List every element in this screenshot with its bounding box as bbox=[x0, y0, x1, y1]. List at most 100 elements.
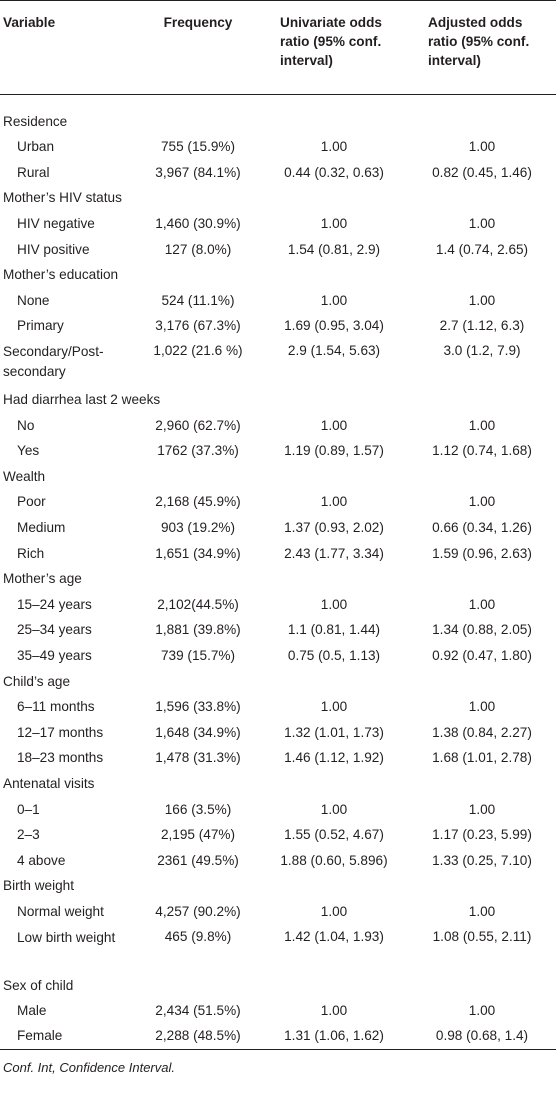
category-sex: Sex of child bbox=[3, 977, 74, 993]
row-frequency: 739 (15.7%) bbox=[160, 647, 236, 663]
row-frequency: 903 (19.2%) bbox=[160, 520, 236, 536]
row-adjusted: 0.66 (0.34, 1.26) bbox=[432, 520, 532, 536]
category-row: Residence bbox=[0, 95, 556, 135]
table-row: Rich 1,651 (34.9%) 2.43 (1.77, 3.34) 1.59 (… bbox=[0, 541, 556, 567]
header-variable: Variable bbox=[0, 0, 136, 95]
row-label: 25–34 years bbox=[17, 622, 92, 638]
row-univariate: 1.00 bbox=[320, 596, 348, 612]
row-frequency: 1,596 (33.8%) bbox=[155, 699, 241, 715]
row-univariate: 1.00 bbox=[320, 292, 348, 308]
row-adjusted: 1.12 (0.74, 1.68) bbox=[432, 443, 532, 459]
row-frequency: 166 (3.5%) bbox=[164, 801, 232, 817]
row-univariate: 1.55 (0.52, 4.67) bbox=[284, 827, 384, 843]
category-row: Wealth bbox=[0, 464, 556, 490]
row-label: 15–24 years bbox=[17, 596, 92, 612]
row-frequency: 2361 (49.5%) bbox=[157, 852, 239, 868]
table-row: 15–24 years 2,102(44.5%) 1.00 1.00 bbox=[0, 592, 556, 618]
row-univariate: 1.00 bbox=[320, 801, 348, 817]
row-label: Rich bbox=[17, 545, 45, 561]
row-univariate: 1.00 bbox=[320, 699, 348, 715]
category-row: Sex of child bbox=[0, 973, 556, 999]
row-univariate: 1.31 (1.06, 1.62) bbox=[284, 1028, 384, 1044]
category-education: Mother’s education bbox=[3, 267, 119, 283]
row-adjusted: 1.68 (1.01, 2.78) bbox=[432, 750, 532, 766]
row-univariate: 1.32 (1.01, 1.73) bbox=[284, 724, 384, 740]
row-frequency: 1,648 (34.9%) bbox=[155, 724, 241, 740]
row-adjusted: 1.38 (0.84, 2.27) bbox=[432, 724, 532, 740]
row-label: 12–17 months bbox=[17, 724, 104, 740]
table-row: 4 above 2361 (49.5%) 1.88 (0.60, 5.896) 1.3… bbox=[0, 848, 556, 874]
category-mothers-age: Mother’s age bbox=[3, 571, 82, 587]
table-row: Normal weight 4,257 (90.2%) 1.00 1.00 bbox=[0, 899, 556, 925]
row-adjusted: 1.00 bbox=[468, 494, 496, 510]
row-univariate: 2.43 (1.77, 3.34) bbox=[284, 545, 384, 561]
row-frequency: 2,434 (51.5%) bbox=[155, 1003, 241, 1019]
row-adjusted: 1.00 bbox=[468, 903, 496, 919]
row-adjusted: 1.17 (0.23, 5.99) bbox=[432, 827, 532, 843]
row-univariate: 0.44 (0.32, 0.63) bbox=[284, 164, 384, 180]
row-frequency: 3,967 (84.1%) bbox=[155, 164, 241, 180]
row-univariate: 1.00 bbox=[320, 417, 348, 433]
row-label: Normal weight bbox=[17, 903, 104, 919]
row-label: 35–49 years bbox=[17, 647, 92, 663]
row-frequency: 1,881 (39.8%) bbox=[155, 622, 241, 638]
row-frequency: 755 (15.9%) bbox=[160, 139, 236, 155]
category-row: Birth weight bbox=[0, 874, 556, 900]
row-label: 2–3 bbox=[17, 827, 40, 843]
table-row: 35–49 years 739 (15.7%) 0.75 (0.5, 1.13) 0.… bbox=[0, 643, 556, 669]
row-frequency: 2,195 (47%) bbox=[160, 827, 236, 843]
table-row: 25–34 years 1,881 (39.8%) 1.1 (0.81, 1.44)… bbox=[0, 618, 556, 644]
table-row: Primary 3,176 (67.3%) 1.69 (0.95, 3.04) 2.7… bbox=[0, 314, 556, 340]
row-univariate: 2.9 (1.54, 5.63) bbox=[287, 343, 381, 359]
table-row: Urban 755 (15.9%) 1.00 1.00 bbox=[0, 135, 556, 161]
category-childs-age: Child’s age bbox=[3, 673, 71, 689]
row-frequency: 2,288 (48.5%) bbox=[155, 1028, 241, 1044]
category-hiv: Mother’s HIV status bbox=[3, 190, 122, 206]
row-label: None bbox=[17, 292, 50, 308]
row-label: 18–23 months bbox=[17, 750, 104, 766]
row-univariate: 1.42 (1.04, 1.93) bbox=[284, 928, 384, 944]
header-adjusted: Adjusted odds ratio (95% conf. interval) bbox=[408, 0, 556, 95]
row-label: Low birth weight bbox=[17, 929, 116, 945]
category-row: Mother’s HIV status bbox=[0, 186, 556, 212]
row-adjusted: 1.00 bbox=[468, 292, 496, 308]
row-frequency: 2,960 (62.7%) bbox=[155, 417, 241, 433]
row-adjusted: 1.00 bbox=[468, 417, 496, 433]
odds-ratio-table: Variable Frequency Univariate odds ratio… bbox=[0, 0, 556, 1075]
row-label: No bbox=[17, 417, 35, 433]
row-univariate: 1.46 (1.12, 1.92) bbox=[284, 750, 384, 766]
table-row: Rural 3,967 (84.1%) 0.44 (0.32, 0.63) 0.82 … bbox=[0, 160, 556, 186]
row-frequency: 1762 (37.3%) bbox=[157, 443, 239, 459]
row-adjusted: 1.00 bbox=[468, 139, 496, 155]
row-label: 0–1 bbox=[17, 801, 40, 817]
row-adjusted: 2.7 (1.12, 6.3) bbox=[439, 318, 525, 334]
row-adjusted: 1.59 (0.96, 2.63) bbox=[432, 545, 532, 561]
row-frequency: 2,168 (45.9%) bbox=[155, 494, 241, 510]
header-frequency: Frequency bbox=[136, 0, 260, 95]
table-row: 2–3 2,195 (47%) 1.55 (0.52, 4.67) 1.17 (0.2… bbox=[0, 822, 556, 848]
row-label: Yes bbox=[17, 443, 40, 459]
row-adjusted: 1.33 (0.25, 7.10) bbox=[432, 852, 532, 868]
row-univariate: 1.37 (0.93, 2.02) bbox=[284, 520, 384, 536]
category-wealth: Wealth bbox=[3, 468, 46, 484]
row-label: HIV negative bbox=[17, 216, 95, 232]
table-row: Low birth weight 465 (9.8%) 1.42 (1.04, 1.… bbox=[0, 925, 556, 973]
row-adjusted: 1.34 (0.88, 2.05) bbox=[432, 622, 532, 638]
row-adjusted: 3.0 (1.2, 7.9) bbox=[443, 343, 521, 359]
category-row: Mother’s education bbox=[0, 262, 556, 288]
table-row: No 2,960 (62.7%) 1.00 1.00 bbox=[0, 413, 556, 439]
row-adjusted: 1.00 bbox=[468, 1003, 496, 1019]
row-frequency: 1,460 (30.9%) bbox=[155, 216, 241, 232]
results-table-container: Variable Frequency Univariate odds ratio… bbox=[0, 0, 556, 1075]
row-adjusted: 1.00 bbox=[468, 216, 496, 232]
row-label: 4 above bbox=[17, 852, 66, 868]
row-label: Male bbox=[17, 1003, 47, 1019]
table-row: Secondary/Post-secondary 1,022 (21.6 %) 2.… bbox=[0, 339, 556, 387]
table-row: Female 2,288 (48.5%) 1.31 (1.06, 1.62) 0.98… bbox=[0, 1024, 556, 1050]
table-header-row: Variable Frequency Univariate odds ratio… bbox=[0, 0, 556, 95]
row-frequency: 524 (11.1%) bbox=[161, 292, 235, 308]
row-univariate: 1.19 (0.89, 1.57) bbox=[284, 443, 384, 459]
row-label: Poor bbox=[17, 494, 46, 510]
row-univariate: 1.00 bbox=[320, 903, 348, 919]
row-label: Rural bbox=[17, 164, 50, 180]
